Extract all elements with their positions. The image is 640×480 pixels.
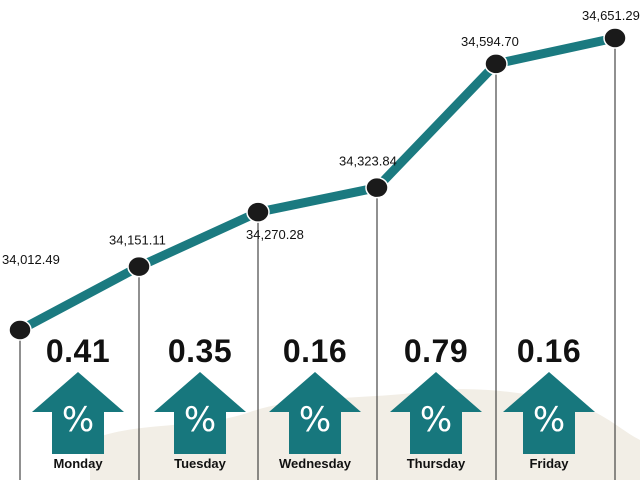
value-label: 34,651.29: [582, 8, 640, 23]
up-arrow-icon: %: [32, 372, 124, 454]
percent-change-value: 0.16: [282, 333, 348, 369]
up-arrow-icon: %: [154, 372, 246, 454]
data-point: [484, 53, 508, 75]
percent-icon: %: [183, 400, 217, 440]
value-label: 34,012.49: [2, 252, 60, 267]
percent-icon: %: [532, 400, 566, 440]
value-label: 34,323.84: [339, 154, 397, 169]
value-label: 34,151.11: [109, 233, 166, 248]
percent-change-value: 0.41: [45, 333, 111, 369]
background-map: [90, 389, 640, 480]
up-arrow-icon: %: [503, 372, 595, 454]
day-change-box: 0.16% Friday: [499, 333, 599, 471]
day-label: Tuesday: [174, 456, 226, 471]
value-label: 34,594.70: [461, 34, 519, 49]
percent-icon: %: [298, 400, 332, 440]
background-map-shape: [90, 389, 640, 480]
series-line: [15, 33, 620, 335]
data-point: [365, 176, 389, 199]
percent-icon: %: [61, 400, 95, 440]
day-change-box: 0.35% Tuesday: [150, 333, 250, 471]
day-label: Friday: [529, 456, 569, 471]
data-point: [603, 27, 627, 49]
day-label: Thursday: [406, 456, 466, 471]
percent-change-value: 0.16: [516, 333, 582, 369]
day-change-box: 0.41% Monday: [28, 333, 128, 471]
up-arrow-icon: %: [269, 372, 361, 454]
day-label: Wednesday: [278, 456, 351, 471]
up-arrow-icon: %: [390, 372, 482, 454]
value-label: 34,270.28: [246, 227, 304, 242]
markers: [8, 27, 627, 341]
drop-lines: [19, 38, 616, 480]
day-change-box: 0.79% Thursday: [386, 333, 486, 471]
day-label: Monday: [53, 456, 103, 471]
value-labels: 34,012.49 34,151.11 34,270.28 34,323.84 34,5…: [2, 8, 640, 267]
percent-change-value: 0.35: [167, 333, 233, 369]
day-change-box: 0.16% Wednesday: [265, 333, 365, 471]
data-point: [246, 201, 270, 223]
data-point: [127, 255, 151, 278]
data-point: [8, 319, 32, 341]
percent-icon: %: [419, 400, 453, 440]
percent-change-value: 0.79: [403, 333, 469, 369]
